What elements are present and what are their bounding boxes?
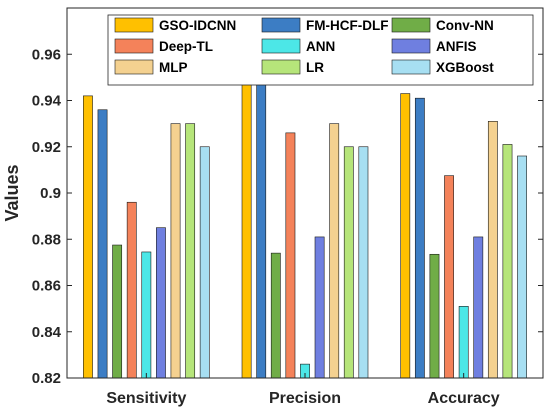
bar-deep-tl-precision	[285, 132, 296, 379]
bar-deep-tl-accuracy	[444, 175, 454, 379]
bar-mlp-sensitivity	[170, 123, 181, 379]
y-axis-label: Values	[2, 164, 22, 221]
bar-gso-idcnn-accuracy	[400, 93, 411, 379]
bar-mlp-accuracy	[487, 121, 498, 379]
legend: GSO-IDCNN FM-HCF-DLF Conv-NN Deep-TL ANN ANFI…	[107, 14, 534, 86]
y-tick-label: 0.92	[32, 139, 61, 156]
bar-lr-accuracy	[502, 144, 513, 379]
legend-swatch-xgboost	[391, 59, 431, 75]
bar-fm-hcf-dlf-sensitivity	[97, 109, 108, 379]
bar-ann-accuracy	[458, 306, 469, 379]
bar-mlp-precision	[329, 123, 340, 379]
legend-swatch-deep-tl	[114, 38, 154, 54]
legend-label-gso-idcnn: GSO-IDCNN	[159, 18, 236, 33]
bar-xgboost-accuracy	[517, 155, 527, 379]
legend-box	[107, 14, 534, 86]
bar-anfis-sensitivity	[156, 227, 166, 379]
y-tick-label: 0.88	[32, 231, 61, 248]
y-tick-label: 0.9	[40, 185, 61, 202]
x-axis: Sensitivity Precision Accuracy	[106, 373, 500, 407]
legend-label-xgboost: XGBoost	[436, 60, 494, 75]
legend-swatch-gso-idcnn	[114, 17, 154, 33]
bar-ann-sensitivity	[141, 251, 152, 379]
bar-anfis-precision	[314, 236, 325, 379]
legend-label-fm-hcf-dlf: FM-HCF-DLF	[306, 18, 388, 33]
bar-anfis-accuracy	[473, 236, 484, 379]
y-tick-label: 0.96	[32, 46, 61, 63]
legend-label-deep-tl: Deep-TL	[159, 39, 213, 54]
x-tick-label: Precision	[269, 390, 341, 407]
bars-layer	[83, 79, 527, 379]
y-axis: 0.82 0.84 0.86 0.88 0.9 0.92 0.94 0.96	[32, 46, 543, 387]
legend-swatch-anfis	[391, 38, 431, 54]
y-tick-label: 0.84	[32, 324, 62, 341]
bar-deep-tl-sensitivity	[126, 201, 137, 379]
legend-swatch-lr	[261, 59, 301, 75]
bar-lr-sensitivity	[185, 123, 196, 379]
x-tick-label: Accuracy	[428, 390, 500, 407]
bar-lr-precision	[343, 146, 354, 379]
legend-label-lr: LR	[306, 60, 324, 75]
y-tick-label: 0.86	[32, 278, 61, 295]
legend-label-mlp: MLP	[159, 60, 188, 75]
legend-swatch-conv-nn	[391, 17, 431, 33]
legend-swatch-fm-hcf-dlf	[261, 17, 301, 33]
bar-conv-nn-sensitivity	[112, 244, 123, 379]
x-tick-label: Sensitivity	[106, 390, 186, 407]
bar-conv-nn-accuracy	[429, 253, 440, 379]
bar-gso-idcnn-precision	[241, 79, 252, 379]
bar-conv-nn-precision	[270, 252, 281, 379]
bar-xgboost-precision	[358, 146, 369, 379]
bar-fm-hcf-dlf-accuracy	[414, 97, 425, 379]
legend-label-ann: ANN	[306, 39, 335, 54]
y-tick-label: 0.82	[32, 370, 61, 387]
bar-xgboost-sensitivity	[199, 146, 210, 379]
legend-swatch-mlp	[114, 59, 154, 75]
bar-fm-hcf-dlf-precision	[256, 81, 267, 379]
bar-gso-idcnn-sensitivity	[83, 95, 93, 379]
legend-label-conv-nn: Conv-NN	[436, 18, 494, 33]
y-tick-label: 0.94	[32, 93, 62, 110]
legend-swatch-ann	[261, 38, 301, 54]
legend-label-anfis: ANFIS	[436, 39, 477, 54]
